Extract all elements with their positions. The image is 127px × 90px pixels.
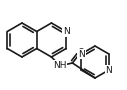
Text: N: N: [106, 66, 112, 75]
Text: O: O: [78, 48, 85, 57]
Text: N: N: [78, 50, 85, 59]
Text: N: N: [63, 27, 70, 36]
Text: NH: NH: [53, 60, 66, 69]
